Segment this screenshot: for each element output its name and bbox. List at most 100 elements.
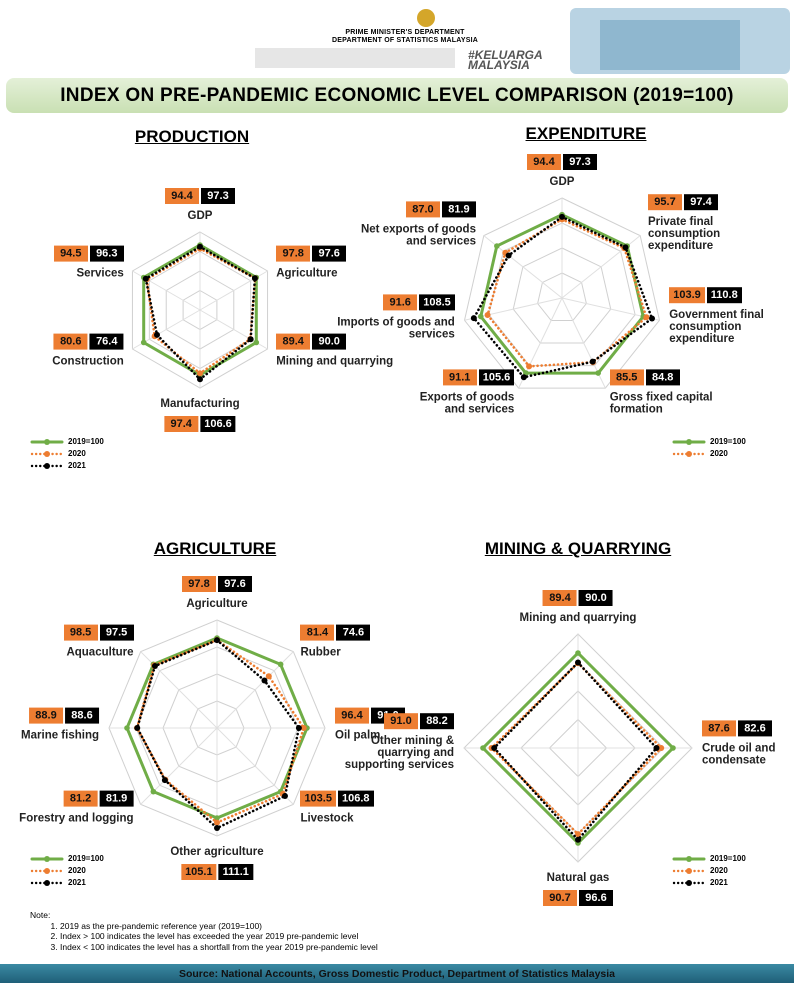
category-label: Oil palm [335,729,381,742]
category-label: Aquaculture [66,646,134,659]
grid-ring [512,247,612,344]
series-point [277,661,284,668]
category-label: Natural gas [546,872,610,884]
legend-label: 2020 [68,449,86,458]
value-label: 88.2 [420,713,454,730]
org-line: DEPARTMENT OF STATISTICS MALAYSIA [332,37,478,44]
series-point [300,725,307,731]
legend-label: 2019=100 [710,854,746,863]
value-label: 111.1 [218,864,253,880]
axis-label-group: 91.6 108.5 Imports of goods and services [337,294,455,341]
value-labels: 88.9 88.6 [29,707,99,724]
value-label: 96.3 [89,245,124,262]
series-point [265,673,272,680]
value-labels: 81.4 74.6 [300,624,371,641]
series-point [649,315,656,322]
series-point [575,659,581,666]
series-point [281,792,288,799]
series-point [261,677,268,684]
category-label: Crude oil and condensate [702,742,776,767]
legend-marker [44,856,50,862]
chart-title: PRODUCTION [134,127,250,146]
value-label: 94.4 [527,154,561,170]
series-point [247,336,254,343]
category-label: Manufacturing [160,398,240,410]
legend-marker [44,880,50,886]
category-label: Other mining & quarrying and supporting … [344,735,454,772]
series-point [197,370,203,377]
value-labels: 105.1 111.1 [181,864,253,880]
legend-marker [686,856,692,862]
series-point [150,788,157,795]
legend-marker [686,451,692,457]
category-label: Private final consumption expenditure [648,216,721,253]
hashtag: #KELUARGA MALAYSIA [468,48,543,72]
series-line [135,638,301,830]
series-point [484,311,491,318]
legend-marker [44,868,50,874]
category-label: Construction [52,355,124,368]
value-labels: 91.6 108.5 [383,294,455,311]
value-labels: 97.8 97.6 [276,245,347,262]
axis-label-group: 88.9 88.6 Marine fishing [21,707,99,742]
value-label: 80.6 [53,333,88,350]
series-point [134,725,141,731]
header-building [600,20,740,70]
value-label: 89.4 [542,590,577,606]
axis-label-group: Other agriculture 105.1 111.1 [170,846,264,880]
series-point [477,313,484,320]
series-point [470,315,477,322]
logo-strip [255,48,455,68]
value-label: 105.1 [181,864,217,880]
axis-label-group: 81.2 81.9 Forestry and logging [19,791,134,826]
value-label: 88.9 [29,707,63,724]
category-label: Forestry and logging [19,813,134,826]
value-label: 103.9 [669,287,705,304]
axis-label-group: Natural gas 90.7 96.6 [543,872,613,906]
series-point [670,745,676,751]
axis-label-group: 80.6 76.4 Construction [52,333,124,368]
value-label: 106.8 [337,791,374,808]
value-label: 97.3 [563,154,597,170]
value-label: 110.8 [706,287,742,304]
series-point [559,213,565,220]
value-label: 98.5 [63,624,98,641]
category-label: Imports of goods and services [337,316,455,341]
value-label: 108.5 [419,294,455,311]
category-label: Marine fishing [21,729,99,742]
category-label: Other agriculture [170,846,264,858]
series-point [653,745,660,751]
series-point [480,745,486,751]
legend-label: 2019=100 [710,437,746,446]
axis-label-group: 87.0 81.9 Net exports of goods and service… [358,201,476,248]
source: Source: National Accounts, Gross Domesti… [0,964,794,983]
value-label: 97.8 [182,576,216,592]
value-label: 97.4 [164,416,199,432]
value-labels: 87.0 81.9 [405,201,476,218]
axis-label-group: 89.4 90.0 Mining and quarrying [520,590,636,624]
legend-marker [44,451,50,457]
note: Index > 100 indicates the level has exce… [60,931,378,942]
value-labels: 94.5 96.3 [53,245,124,262]
series-line [489,661,664,837]
series-point [153,331,160,338]
value-label: 89.4 [276,333,311,350]
value-label: 95.7 [648,194,682,211]
category-label: GDP [187,210,213,222]
axis-label-group: 85.5 84.8 Gross fixed capital formation [609,369,728,415]
series-point [589,358,596,365]
category-label: Livestock [300,813,354,826]
legend-marker [44,439,50,445]
value-label: 97.6 [218,576,252,592]
series-point [161,777,168,784]
series-line [486,217,648,368]
value-labels: 80.6 76.4 [53,333,124,350]
value-label: 81.9 [99,791,134,808]
axis-label-group: 94.4 97.3 GDP [527,154,597,188]
crest [417,9,435,27]
legend-label: 2019=100 [68,854,104,863]
category-label: GDP [549,176,575,188]
value-label: 87.6 [702,720,736,737]
axis-label-group: 103.5 106.8 Livestock [300,791,374,826]
value-label: 90.0 [312,333,347,350]
